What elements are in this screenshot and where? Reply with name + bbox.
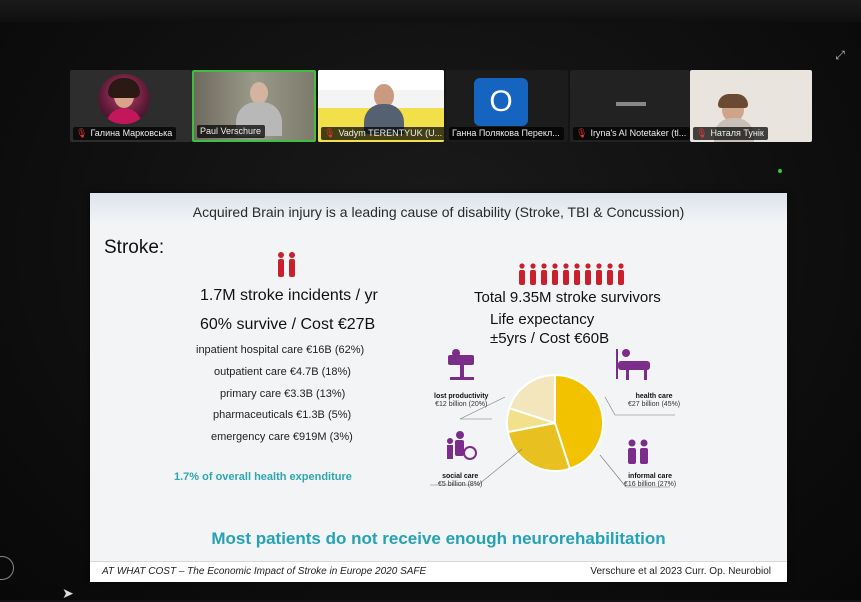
slide-footer: AT WHAT COST – The Economic Impact of St…: [90, 561, 787, 582]
health-care-icon: [616, 349, 650, 380]
participant-tile-3[interactable]: 🎙 Vadym TERENTYUK (U...: [318, 70, 444, 142]
person-figure-body: [519, 270, 525, 285]
participant-name-label: 🎙 Iryna's AI Notetaker (tl...: [573, 127, 690, 140]
muted-mic-icon: 🎙: [324, 129, 336, 139]
participant-tile-4[interactable]: O Ганна Полякова Перекл...: [446, 70, 568, 142]
social-care-icon: [447, 431, 477, 460]
pie-label-informal-care: informal care €16 billion (27%): [624, 473, 677, 488]
informal-care-icon: [628, 439, 648, 464]
person-figure-head: [519, 263, 525, 269]
participant-tile-1[interactable]: 🎙 Галина Марковська: [70, 70, 192, 142]
person-figure-head: [563, 263, 569, 269]
person-figure-body: [530, 270, 536, 285]
muted-mic-icon: 🎙: [696, 129, 708, 139]
footer-source: AT WHAT COST – The Economic Impact of St…: [102, 566, 427, 577]
cost-item: inpatient hospital care €16B (62%): [196, 344, 365, 356]
life-cost: ±5yrs / Cost €60B: [490, 330, 610, 347]
survive-cost: 60% survive / Cost €27B: [200, 316, 376, 333]
lost-productivity-icon: [448, 349, 474, 380]
person-figure-head: [596, 263, 602, 269]
participant-tile-2[interactable]: Paul Verschure: [192, 70, 316, 142]
person-figure-body: [618, 270, 624, 285]
pie-label-lost-productivity: lost productivity €12 billion (20%): [434, 393, 489, 408]
participant-name-label: 🎙 Галина Марковська: [73, 127, 177, 140]
cost-item: outpatient care €4.7B (18%): [214, 366, 351, 378]
person-figure-body: [552, 270, 558, 285]
cost-item: emergency care €919M (3%): [211, 431, 353, 443]
person-figure-head: [552, 263, 558, 269]
person-figure-head: [541, 263, 547, 269]
edge-button[interactable]: [0, 556, 14, 580]
participant-name-label: 🎙 Наталя Тунік: [693, 127, 768, 140]
participant-name-label: Paul Verschure: [197, 125, 266, 138]
cost-item: primary care €3.3B (13%): [220, 388, 346, 400]
person-figure-head: [618, 263, 624, 269]
pie-slice-informal-care: [506, 421, 572, 472]
person-figure-body: [541, 270, 547, 285]
footer-citation: Verschure et al 2023 Curr. Op. Neurobiol: [590, 566, 771, 577]
stroke-heading: Stroke:: [104, 237, 165, 258]
person-figure-head: [607, 263, 613, 269]
person-figure-head: [574, 263, 580, 269]
life-expectancy: Life expectancy: [490, 311, 595, 328]
pie-label-social-care: social care €5 billion (8%): [438, 473, 483, 488]
screen-top-bezel: [0, 0, 861, 22]
muted-mic-icon: 🎙: [576, 129, 588, 139]
total-survivors: Total 9.35M stroke survivors: [474, 289, 661, 306]
participant-tile-5[interactable]: 🎙 Iryna's AI Notetaker (tl...: [570, 70, 690, 142]
expand-icon[interactable]: ⤢: [835, 48, 845, 62]
person-figure-body: [596, 270, 602, 285]
participant-avatar: [98, 74, 150, 124]
cost-pie-chart: [430, 349, 675, 488]
main-message: Most patients do not receive enough neur…: [211, 529, 666, 548]
presentation-slide: Acquired Brain injury is a leading cause…: [90, 193, 787, 582]
slide-title: Acquired Brain injury is a leading cause…: [90, 193, 787, 223]
pie-label-health-care: health care €27 billion (45%): [628, 393, 681, 408]
cost-item: pharmaceuticals €1.3B (5%): [213, 409, 352, 421]
person-figure-body: [607, 270, 613, 285]
participant-avatar-letter: O: [474, 78, 528, 126]
participant-name-label: 🎙 Vadym TERENTYUK (U...: [321, 127, 444, 140]
person-figure-head: [585, 263, 591, 269]
people-row-icon: [519, 263, 624, 285]
stroke-incidents: 1.7M stroke incidents / yr: [200, 287, 378, 304]
participant-tile-6[interactable]: 🎙 Наталя Тунік: [690, 70, 812, 142]
muted-mic-icon: 🎙: [76, 129, 88, 139]
pie-slice-lost-productivity: [508, 373, 556, 425]
status-dot: [778, 169, 782, 173]
person-figure-head: [530, 263, 536, 269]
participant-name-label: Ганна Полякова Перекл...: [449, 127, 564, 140]
person-figure-body: [563, 270, 569, 285]
person-pair-icon: [278, 252, 295, 277]
pie-slice-health-care: [554, 373, 604, 470]
health-expenditure: 1.7% of overall health expenditure: [174, 471, 352, 483]
mouse-cursor-icon: ➤: [62, 586, 74, 602]
person-figure-body: [585, 270, 591, 285]
person-figure-body: [574, 270, 580, 285]
